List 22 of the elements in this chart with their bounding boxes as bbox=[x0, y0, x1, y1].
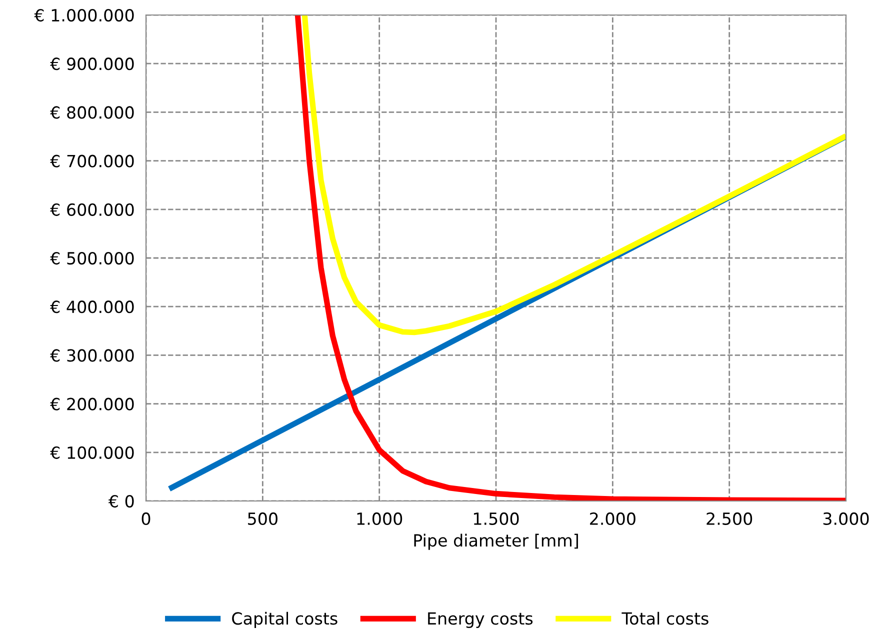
legend-label: Energy costs bbox=[428, 612, 533, 628]
legend-label: Total costs bbox=[622, 612, 708, 625]
y-tick-label: € 300.000 bbox=[50, 349, 134, 362]
y-tick-label: € 100.000 bbox=[50, 446, 134, 459]
y-tick-label: € 200.000 bbox=[50, 398, 134, 410]
y-tick-label: € 0 bbox=[108, 494, 134, 508]
y-tick-label: € 900.000 bbox=[50, 58, 134, 70]
y-tick-label: € 800.000 bbox=[50, 106, 134, 119]
x-tick-label: 1.500 bbox=[474, 512, 519, 526]
x-axis-title: Pipe diameter [mm] bbox=[414, 534, 578, 550]
y-tick-label: € 700.000 bbox=[50, 154, 134, 168]
x-tick-label: 1.000 bbox=[357, 512, 402, 526]
x-tick-label: 2.000 bbox=[590, 512, 636, 526]
legend-label: Capital costs bbox=[232, 612, 338, 628]
x-tick-label: 0 bbox=[142, 512, 150, 526]
x-tick-label: 2.500 bbox=[706, 512, 752, 526]
y-tick-label: € 1.000.000 bbox=[34, 8, 134, 22]
x-tick-label: 3.000 bbox=[823, 512, 869, 526]
y-tick-label: € 500.000 bbox=[50, 252, 134, 265]
y-tick-label: € 600.000 bbox=[50, 203, 134, 216]
x-tick-label: 500 bbox=[248, 512, 278, 526]
y-tick-label: € 400.000 bbox=[50, 300, 134, 314]
